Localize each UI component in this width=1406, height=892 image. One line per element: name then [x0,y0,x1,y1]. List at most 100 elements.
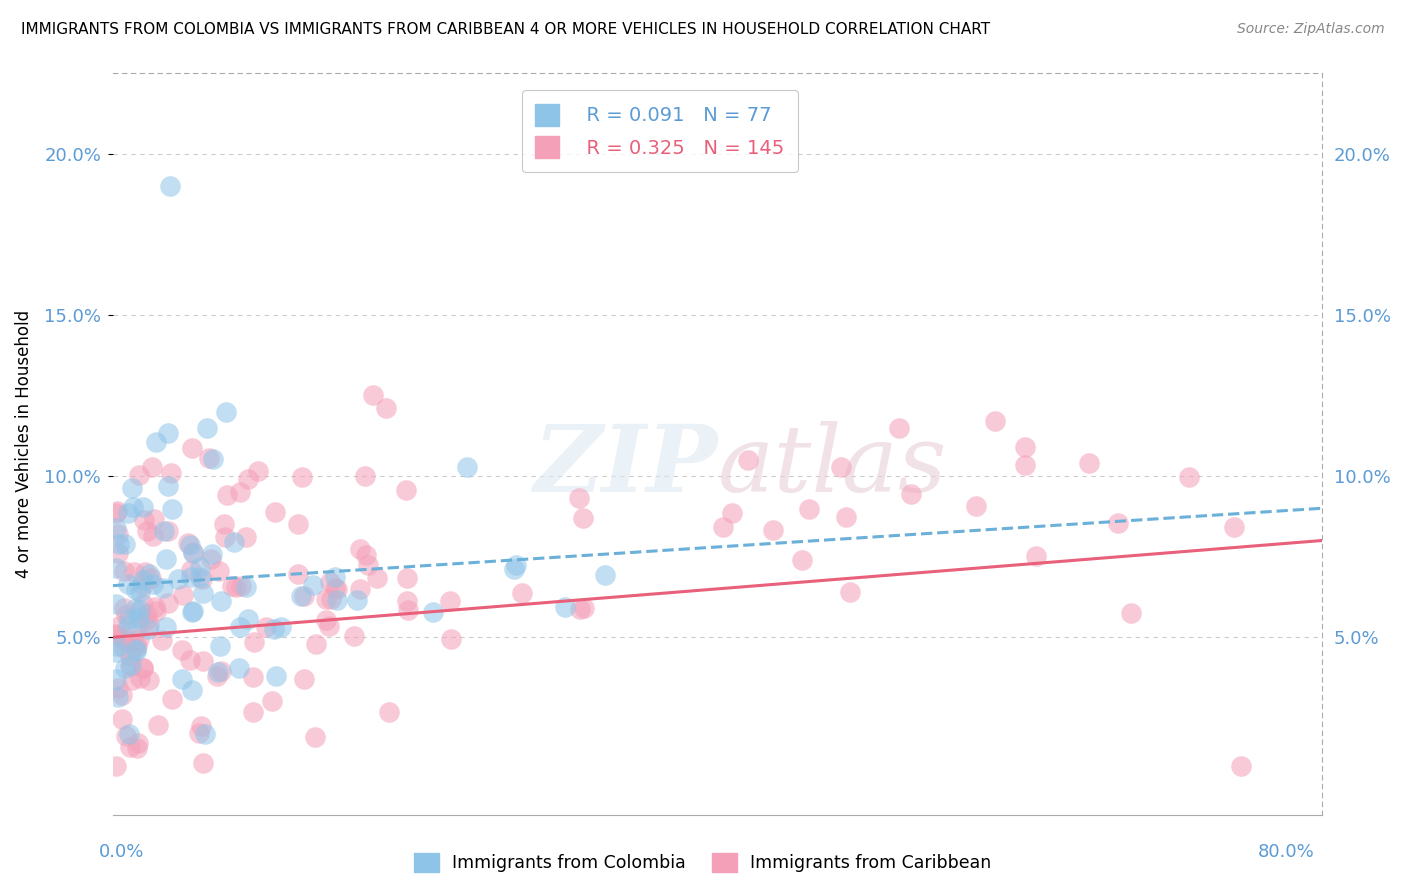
Point [208,639,231,653]
Point [117,506,139,520]
Point [361,388,384,402]
Point [121,481,143,495]
Point [254,620,277,634]
Point [835,510,858,524]
Point [114,661,136,675]
Point [120,659,142,673]
Point [762,523,785,537]
Point [135,524,157,538]
Point [395,483,418,498]
Point [900,487,922,501]
Point [287,516,309,531]
Point [887,420,910,434]
Point [195,420,218,434]
Point [179,538,201,552]
Text: 80.0%: 80.0% [1258,843,1315,861]
Point [160,466,183,480]
Point [243,635,266,649]
Point [567,491,589,506]
Point [325,581,347,595]
Point [965,499,987,513]
Point [142,528,165,542]
Point [270,620,292,634]
Point [263,505,285,519]
Point [181,682,204,697]
Text: Source: ZipAtlas.com: Source: ZipAtlas.com [1237,22,1385,37]
Text: ZIP: ZIP [533,421,717,511]
Point [128,611,150,625]
Point [792,553,814,567]
Point [122,565,145,579]
Point [349,541,371,556]
Point [315,613,337,627]
Point [1025,549,1047,563]
Point [354,548,377,562]
Point [262,694,284,708]
Point [396,603,419,617]
Point [1223,520,1246,534]
Point [357,558,380,572]
Point [395,571,418,585]
Point [132,661,155,675]
Point [201,451,224,466]
Point [315,592,337,607]
Point [343,629,366,643]
Point [593,568,616,582]
Point [572,600,595,615]
Point [155,620,177,634]
Point [304,730,326,744]
Point [292,590,315,604]
Point [131,573,153,587]
Point [160,692,183,706]
Point [107,681,129,696]
Point [128,468,150,483]
Point [354,469,377,483]
Point [112,641,135,656]
Point [145,434,167,449]
Point [326,582,349,597]
Point [1014,440,1036,454]
Point [395,593,418,607]
Point [112,601,135,615]
Point [129,671,152,685]
Point [127,741,149,756]
Point [190,719,212,733]
Point [194,727,217,741]
Point [138,618,160,632]
Point [118,612,141,626]
Point [128,632,150,647]
Point [1014,458,1036,473]
Point [129,585,152,599]
Point [222,534,245,549]
Point [378,705,401,719]
Point [104,672,127,686]
Point [720,506,742,520]
Point [221,579,243,593]
Point [198,451,221,466]
Point [287,567,309,582]
Point [107,546,129,560]
Point [318,574,340,589]
Point [214,529,236,543]
Point [138,673,160,687]
Point [159,178,181,193]
Point [105,639,128,653]
Text: atlas: atlas [717,421,948,511]
Point [160,502,183,516]
Point [136,623,159,637]
Point [136,607,159,621]
Point [191,756,214,770]
Point [1178,470,1201,484]
Point [104,597,127,611]
Point [114,537,136,551]
Point [148,718,170,732]
Text: IMMIGRANTS FROM COLOMBIA VS IMMIGRANTS FROM CARIBBEAN 4 OR MORE VEHICLES IN HOUS: IMMIGRANTS FROM COLOMBIA VS IMMIGRANTS F… [21,22,990,37]
Point [120,648,142,663]
Point [180,570,202,584]
Point [505,558,527,573]
Point [984,414,1007,428]
Point [181,441,204,455]
Point [143,512,166,526]
Point [111,712,134,726]
Point [104,645,127,659]
